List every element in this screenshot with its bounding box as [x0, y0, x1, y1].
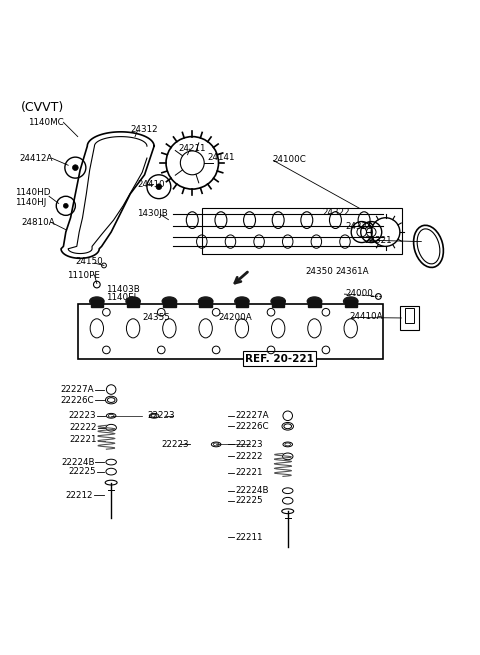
Text: 1140HD: 1140HD: [15, 189, 50, 197]
Ellipse shape: [199, 297, 213, 305]
Text: REF. 20-221: REF. 20-221: [245, 354, 313, 364]
Text: 22223: 22223: [235, 440, 263, 449]
Text: 24150: 24150: [75, 257, 103, 266]
Text: 22212: 22212: [65, 491, 93, 500]
Text: 22224B: 22224B: [61, 458, 95, 466]
Text: 22221: 22221: [69, 435, 97, 444]
Bar: [400, 306, 419, 330]
Ellipse shape: [307, 297, 322, 305]
Text: 1430JB: 1430JB: [137, 210, 168, 218]
Bar: [199, 300, 212, 307]
Text: 22223: 22223: [68, 411, 96, 421]
Text: 24412A: 24412A: [20, 153, 53, 162]
Text: 24312: 24312: [130, 125, 158, 134]
Text: 22226C: 22226C: [61, 396, 95, 405]
Bar: [236, 300, 248, 307]
Bar: [127, 300, 139, 307]
Bar: [272, 300, 284, 307]
Text: 24100C: 24100C: [273, 155, 306, 164]
Text: 22223: 22223: [161, 440, 189, 449]
Text: 22225: 22225: [235, 496, 263, 505]
Text: 24000: 24000: [345, 289, 373, 297]
Text: 22211: 22211: [235, 533, 263, 542]
Circle shape: [72, 165, 78, 170]
Ellipse shape: [235, 297, 249, 305]
Text: 22227A: 22227A: [235, 411, 269, 421]
Bar: [91, 300, 103, 307]
Text: 24200A: 24200A: [218, 312, 252, 322]
Bar: [163, 300, 176, 307]
Text: 22224B: 22224B: [235, 486, 269, 495]
Bar: [308, 300, 321, 307]
Text: 1140HJ: 1140HJ: [15, 198, 46, 207]
Circle shape: [63, 204, 68, 208]
Text: 22227A: 22227A: [61, 385, 95, 394]
Text: 24350: 24350: [306, 267, 334, 276]
Text: 22222: 22222: [235, 452, 263, 461]
Bar: [345, 300, 357, 307]
Ellipse shape: [90, 297, 104, 305]
Text: 22222: 22222: [69, 423, 97, 432]
Text: 24321: 24321: [364, 236, 392, 245]
Text: 24361A: 24361A: [336, 267, 369, 276]
Ellipse shape: [271, 297, 285, 305]
Text: 24323: 24323: [345, 222, 373, 231]
Ellipse shape: [162, 297, 177, 305]
Text: 22221: 22221: [235, 468, 263, 477]
Text: 22226C: 22226C: [235, 422, 269, 431]
Text: 24410A: 24410A: [350, 312, 384, 320]
Ellipse shape: [126, 297, 140, 305]
Bar: [78, 304, 383, 358]
Text: 1140MC: 1140MC: [28, 118, 63, 127]
Bar: [405, 309, 414, 323]
Circle shape: [156, 184, 162, 189]
Ellipse shape: [344, 297, 358, 305]
Text: 22225: 22225: [68, 467, 96, 476]
Text: 24410: 24410: [137, 180, 165, 189]
Text: 1140EJ: 1140EJ: [107, 293, 136, 303]
Text: 24211: 24211: [178, 144, 205, 153]
Text: 11403B: 11403B: [107, 285, 140, 294]
Text: 24810A: 24810A: [22, 218, 55, 227]
Text: 22223: 22223: [147, 411, 175, 421]
Text: 1110PE: 1110PE: [67, 271, 100, 280]
Text: 24355: 24355: [142, 312, 170, 322]
Text: 24322: 24322: [322, 208, 350, 217]
Text: 24141: 24141: [207, 153, 235, 162]
Text: (CVVT): (CVVT): [21, 101, 64, 114]
